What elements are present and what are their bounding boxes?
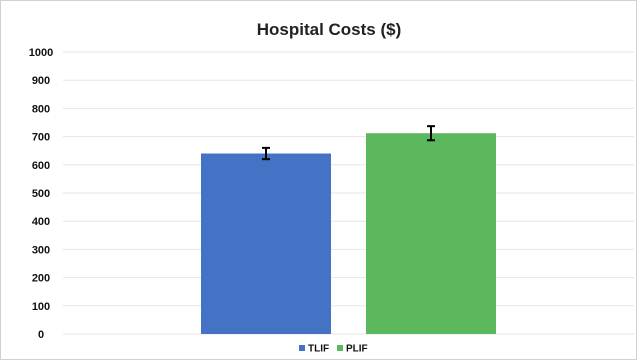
legend: TLIF PLIF [299,344,368,355]
y-tick-label: 600 [32,160,50,172]
gridlines [63,51,634,335]
y-tick-label: 800 [32,103,50,115]
y-tick-label: 1000 [29,47,53,59]
y-tick-label: 300 [32,244,50,256]
error-bar-plif [427,125,435,142]
y-tick-label: 900 [32,75,50,87]
legend-item-plif: PLIF [337,344,368,355]
chart-title: Hospital Costs ($) [257,20,402,39]
y-tick-label: 0 [38,329,44,341]
bar-plif [366,133,496,334]
bars [201,125,496,334]
y-tick-label: 100 [32,301,50,313]
y-tick-label: 400 [32,216,50,228]
legend-item-tlif: TLIF [299,344,329,355]
bar-tlif [201,153,331,334]
y-axis-ticks: 0 100 200 300 400 500 600 700 800 900 1000 [29,47,53,341]
legend-swatch [337,345,343,351]
error-bar-tlif [262,146,270,161]
y-tick-label: 200 [32,273,50,285]
y-tick-label: 700 [32,132,50,144]
y-tick-label: 500 [32,188,50,200]
legend-label: TLIF [308,344,329,355]
legend-label: PLIF [346,344,368,355]
legend-swatch [299,345,305,351]
